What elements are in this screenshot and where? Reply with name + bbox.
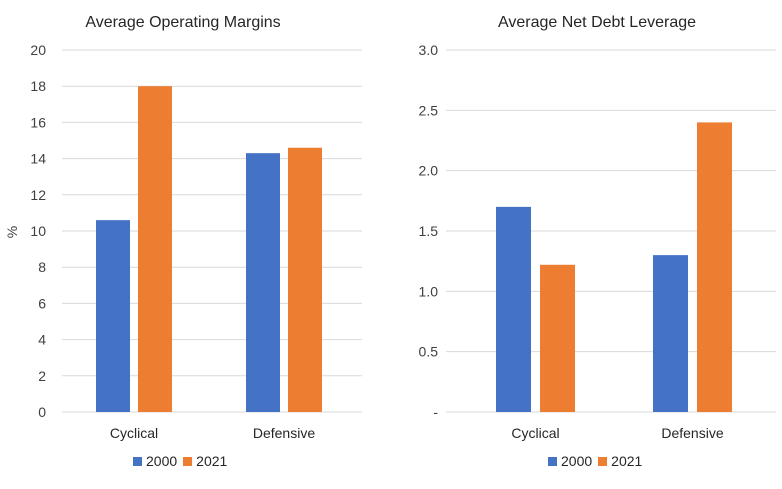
operating-margins-chart: 0 2 4 6 8 10 12 14 16 18 20 Cyclical Defensive Averag… [4,14,362,469]
bar-2000-defensive [653,255,688,412]
net-debt-leverage-chart: - 0.5 1.0 1.5 2.0 2.5 3.0 Cyclical Defensive Aver… [391,0,782,489]
legend-item-2021: 2021 [183,453,227,469]
bar-2021-cyclical [138,86,172,412]
legend-item-2000: 2000 [133,453,177,469]
legend-swatch-2021 [183,456,193,466]
legend-label-2000: 2000 [561,453,593,469]
legend-swatch-2021 [598,456,608,466]
bar-2000-cyclical [96,220,130,412]
y-tick-label: 2 [38,368,46,384]
operating-margins-legend: 2000 2021 [133,453,233,469]
y-tick-label: 1.5 [419,223,439,239]
y-tick-label: 18 [30,78,46,94]
legend-item-2021: 2021 [598,453,642,469]
legend-label-2021: 2021 [611,453,643,469]
y-tick-label: 1.0 [419,283,439,299]
y-tick-label: 12 [30,187,46,203]
legend-swatch-2000 [548,456,557,466]
y-tick-label: 14 [30,151,46,167]
x-category-label: Defensive [661,425,723,441]
y-tick-label: 2.0 [419,163,439,179]
legend-swatch-2000 [133,456,142,466]
y-tick-label: 16 [30,114,46,130]
net-debt-leverage-legend: 2000 2021 [548,453,648,469]
y-axis-label: % [4,226,20,238]
chart-title: Average Operating Margins [85,14,280,31]
legend-item-2000: 2000 [548,453,592,469]
y-tick-label: 20 [30,42,46,58]
y-tick-label: 0 [38,404,46,420]
chart-title: Average Net Debt Leverage [498,14,696,31]
net-debt-leverage-plot: - 0.5 1.0 1.5 2.0 2.5 3.0 Cyclical Defensive Aver… [419,14,776,441]
bar-2021-defensive [697,122,732,413]
operating-margins-plot: 0 2 4 6 8 10 12 14 16 18 20 Cyclical Defensive Averag… [4,14,362,441]
y-tick-label: 4 [38,332,46,348]
x-category-label: Cyclical [511,425,559,441]
y-tick-label: 3.0 [419,42,439,58]
bar-2021-cyclical [540,264,575,412]
legend-label-2021: 2021 [196,453,228,469]
y-tick-label: 6 [38,295,46,311]
y-tick-label: 8 [38,259,46,275]
y-tick-label: 10 [30,223,46,239]
y-tick-label: 2.5 [419,102,439,118]
legend-label-2000: 2000 [146,453,178,469]
y-tick-label: - [433,404,438,420]
y-tick-label: 0.5 [419,344,439,360]
bar-2021-defensive [288,147,322,413]
bar-2000-cyclical [496,206,531,412]
x-category-label: Defensive [253,425,315,441]
bar-2000-defensive [246,153,280,413]
x-category-label: Cyclical [110,425,158,441]
